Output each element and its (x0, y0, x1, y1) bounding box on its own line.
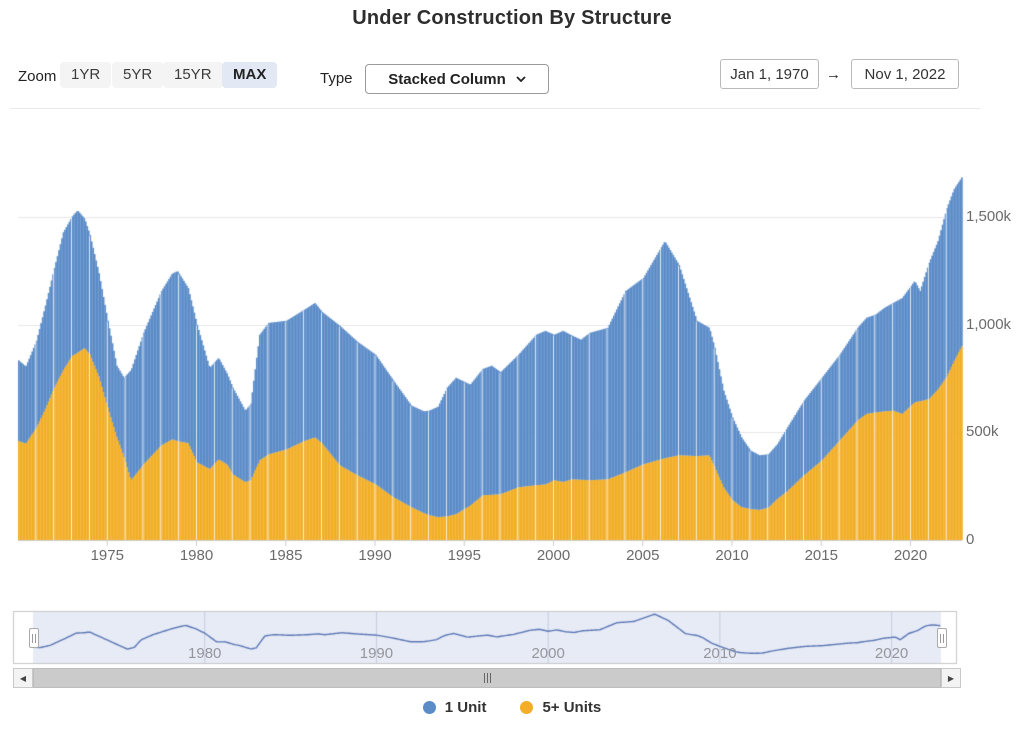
navigator-left-handle[interactable] (29, 628, 39, 648)
zoom-range-label: Zoom (18, 68, 57, 85)
x-axis-tick-label: 2010 (715, 547, 749, 564)
x-axis-tick-label: 2000 (536, 547, 571, 564)
chart-type-selected-value: Stacked Column (388, 70, 506, 88)
page-title: Under Construction By Structure (352, 7, 672, 29)
legend-item-5plus-units[interactable]: 5+ Units (520, 699, 601, 716)
main-chart-plot-area[interactable] (0, 125, 1024, 600)
y-axis-tick-label: 1,000k (966, 315, 1012, 333)
zoom-button-5yr[interactable]: 5YR (112, 62, 164, 88)
x-axis-tick-label: 1980 (179, 547, 214, 564)
chart-type-label: Type (320, 70, 353, 87)
x-axis-tick-label: 2015 (804, 547, 838, 564)
x-axis-tick-label: 1990 (358, 547, 392, 564)
y-axis-tick-label: 0 (966, 531, 975, 548)
range-start-input[interactable] (720, 59, 819, 89)
horizontal-scrollbar[interactable]: ◀ ▶ (13, 668, 961, 688)
navigator-tick-label: 2020 (874, 645, 909, 662)
legend: 1 Unit 5+ Units (0, 699, 1024, 716)
navigator-tick-label: 2000 (531, 645, 565, 662)
navigator-tick-label: 2010 (703, 645, 737, 662)
navigator-right-handle[interactable] (937, 628, 947, 648)
zoom-button-15yr[interactable]: 15YR (163, 62, 223, 88)
x-axis-tick-label: 1985 (269, 547, 303, 564)
y-axis-tick-label: 500k (966, 423, 999, 441)
zoom-button-1yr[interactable]: 1YR (60, 62, 112, 88)
legend-label: 5+ Units (542, 699, 602, 716)
x-axis-tick-label: 1975 (90, 547, 124, 564)
legend-item-1-unit[interactable]: 1 Unit (422, 699, 487, 716)
x-axis-tick-label: 1995 (447, 547, 481, 564)
scrollbar-thumb[interactable] (33, 668, 941, 688)
scrollbar-left-arrow-button[interactable]: ◀ (13, 668, 33, 688)
y-axis-tick-label: 1,500k (966, 208, 1012, 226)
chevron-down-icon (516, 76, 526, 82)
header-divider (10, 108, 980, 109)
x-axis-tick-label: 2020 (893, 547, 928, 564)
legend-label: 1 Unit (444, 699, 487, 716)
navigator-minimap[interactable] (0, 600, 1024, 666)
chart-type-select[interactable]: Stacked Column (365, 64, 549, 94)
x-axis-tick-label: 2005 (626, 547, 660, 564)
zoom-button-max[interactable]: MAX (222, 62, 278, 88)
navigator-tick-label: 1980 (188, 645, 222, 662)
series-dot-icon (422, 701, 436, 714)
range-arrow-icon: → (826, 66, 841, 83)
scrollbar-right-arrow-button[interactable]: ▶ (941, 668, 961, 688)
range-end-input[interactable] (851, 59, 959, 89)
navigator-tick-label: 1990 (359, 645, 394, 662)
series-dot-icon (520, 701, 534, 714)
